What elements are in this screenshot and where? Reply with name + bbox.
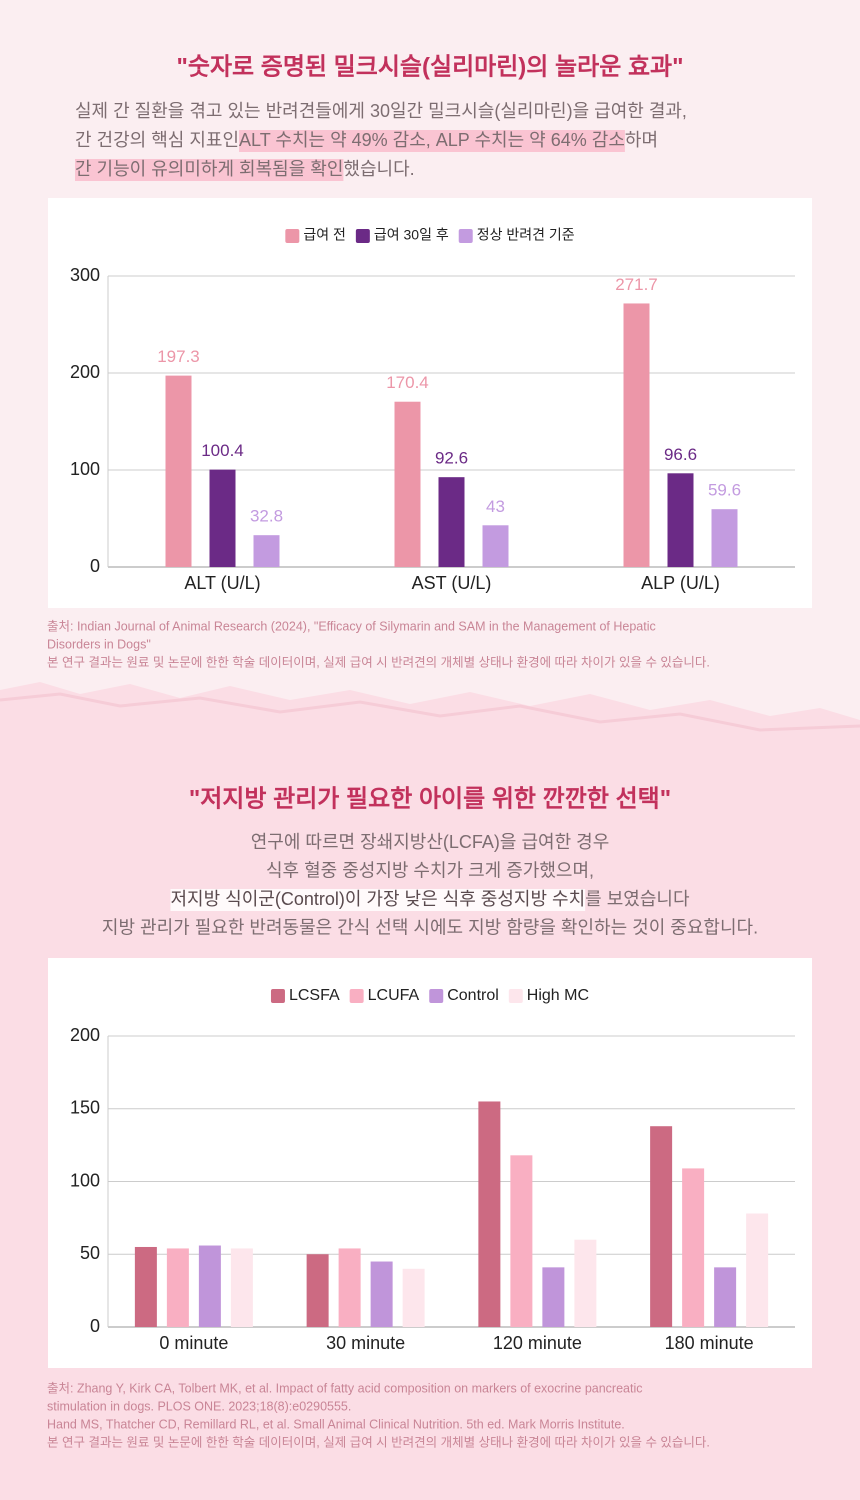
source-note: 출처: Zhang Y, Kirk CA, Tolbert MK, et al.… <box>47 1381 643 1395</box>
x-tick-label: ALT (U/L) <box>184 573 260 593</box>
value-label: 197.3 <box>157 347 200 366</box>
highlight <box>75 159 344 181</box>
bar <box>667 473 694 567</box>
bar <box>711 509 738 567</box>
x-tick-label: 120 minute <box>493 1333 582 1353</box>
y-tick-label: 0 <box>90 556 100 576</box>
bar <box>510 1155 533 1327</box>
value-label: 170.4 <box>386 373 429 392</box>
legend-label: 급여 30일 후 <box>374 227 449 243</box>
y-tick-label: 100 <box>70 1170 100 1190</box>
paragraph-text: 지방 관리가 필요한 반려동물은 간식 선택 시에도 지방 함량을 확인하는 것… <box>102 917 758 937</box>
highlight <box>170 889 586 911</box>
section-title: "저지방 관리가 필요한 아이를 위한 깐깐한 선택" <box>189 785 671 812</box>
bar <box>253 535 280 567</box>
legend-swatch <box>270 989 285 1003</box>
y-tick-label: 200 <box>70 362 100 382</box>
value-label: 271.7 <box>615 275 658 294</box>
bar <box>166 1248 189 1327</box>
legend-label: High MC <box>527 987 589 1004</box>
paragraph-text: 실제 간 질환을 겪고 있는 반려견들에게 30일간 밀크시슬(실리마린)을 급… <box>75 101 687 121</box>
y-tick-label: 150 <box>70 1098 100 1118</box>
legend-label: LCSFA <box>289 987 340 1004</box>
x-tick-label: ALP (U/L) <box>641 573 720 593</box>
bar <box>478 1101 501 1327</box>
paragraph-text: 했습니다. <box>343 159 414 179</box>
y-tick-label: 300 <box>70 265 100 285</box>
legend-swatch <box>458 229 473 243</box>
bar <box>746 1213 769 1327</box>
bar <box>338 1248 361 1327</box>
legend-swatch <box>429 989 444 1003</box>
legend-label: Control <box>447 987 499 1004</box>
paragraph-text: 간 기능이 유의미하게 회복됨을 확인 <box>75 159 343 179</box>
bar <box>134 1246 157 1327</box>
legend-swatch <box>508 989 523 1003</box>
source-note: 본 연구 결과는 원료 및 논문에 한한 학술 데이터이며, 실제 급여 시 반… <box>47 655 710 669</box>
bar <box>402 1268 425 1327</box>
legend-label: 정상 반려견 기준 <box>477 227 575 243</box>
bar <box>542 1267 565 1327</box>
bar <box>198 1245 221 1327</box>
paragraph-text: 식후 혈중 중성지방 수치가 크게 증가했으며, <box>266 860 594 880</box>
paragraph-text: 를 보였습니다 <box>585 889 690 909</box>
bar <box>574 1239 597 1327</box>
bar <box>306 1254 329 1327</box>
y-tick-label: 0 <box>90 1316 100 1336</box>
legend-swatch <box>355 229 370 243</box>
y-tick-label: 100 <box>70 459 100 479</box>
y-tick-label: 200 <box>70 1025 100 1045</box>
value-label: 96.6 <box>664 445 697 464</box>
paragraph-text: ALT 수치는 약 49% 감소, ALP 수치는 약 64% 감소 <box>239 130 625 150</box>
paragraph-text: 하며 <box>625 130 658 150</box>
bar <box>482 525 509 567</box>
source-note: 본 연구 결과는 원료 및 논문에 한한 학술 데이터이며, 실제 급여 시 반… <box>47 1435 710 1449</box>
bar <box>623 303 650 567</box>
bar <box>650 1126 673 1327</box>
paragraph-text: 간 건강의 핵심 지표인 <box>75 130 239 150</box>
bar <box>394 401 421 567</box>
bar <box>714 1267 737 1327</box>
x-tick-label: 180 minute <box>665 1333 754 1353</box>
x-tick-label: 0 minute <box>159 1333 228 1353</box>
x-tick-label: 30 minute <box>326 1333 405 1353</box>
bar <box>230 1248 253 1327</box>
value-label: 59.6 <box>708 481 741 500</box>
value-label: 43 <box>486 497 505 516</box>
source-note: 출처: Indian Journal of Animal Research (2… <box>47 619 656 633</box>
source-note: Hand MS, Thatcher CD, Remillard RL, et a… <box>47 1417 625 1431</box>
paragraph-text: 연구에 따르면 장쇄지방산(LCFA)을 급여한 경우 <box>251 832 610 852</box>
paragraph-text: 저지방 식이군(Control)이 가장 낮은 식후 중성지방 수치 <box>170 889 585 909</box>
legend-swatch <box>349 989 364 1003</box>
legend-label: 급여 전 <box>303 227 346 243</box>
section-title: "숫자로 증명된 밀크시슬(실리마린)의 놀라운 효과" <box>176 53 683 80</box>
legend-swatch <box>285 229 300 243</box>
bar <box>165 375 192 567</box>
x-tick-label: AST (U/L) <box>412 573 492 593</box>
legend-label: LCUFA <box>368 987 420 1004</box>
value-label: 32.8 <box>250 507 283 526</box>
bar <box>370 1261 393 1327</box>
value-label: 92.6 <box>435 449 468 468</box>
source-note: stimulation in dogs. PLOS ONE. 2023;18(8… <box>47 1399 351 1413</box>
bar <box>209 469 236 567</box>
bar <box>438 477 465 567</box>
bar <box>682 1168 705 1327</box>
y-tick-label: 50 <box>80 1243 100 1263</box>
chart-panel <box>48 198 812 608</box>
torn-edge <box>0 692 860 732</box>
highlight <box>239 130 625 152</box>
source-note: Disorders in Dogs" <box>47 637 151 651</box>
value-label: 100.4 <box>201 441 244 460</box>
